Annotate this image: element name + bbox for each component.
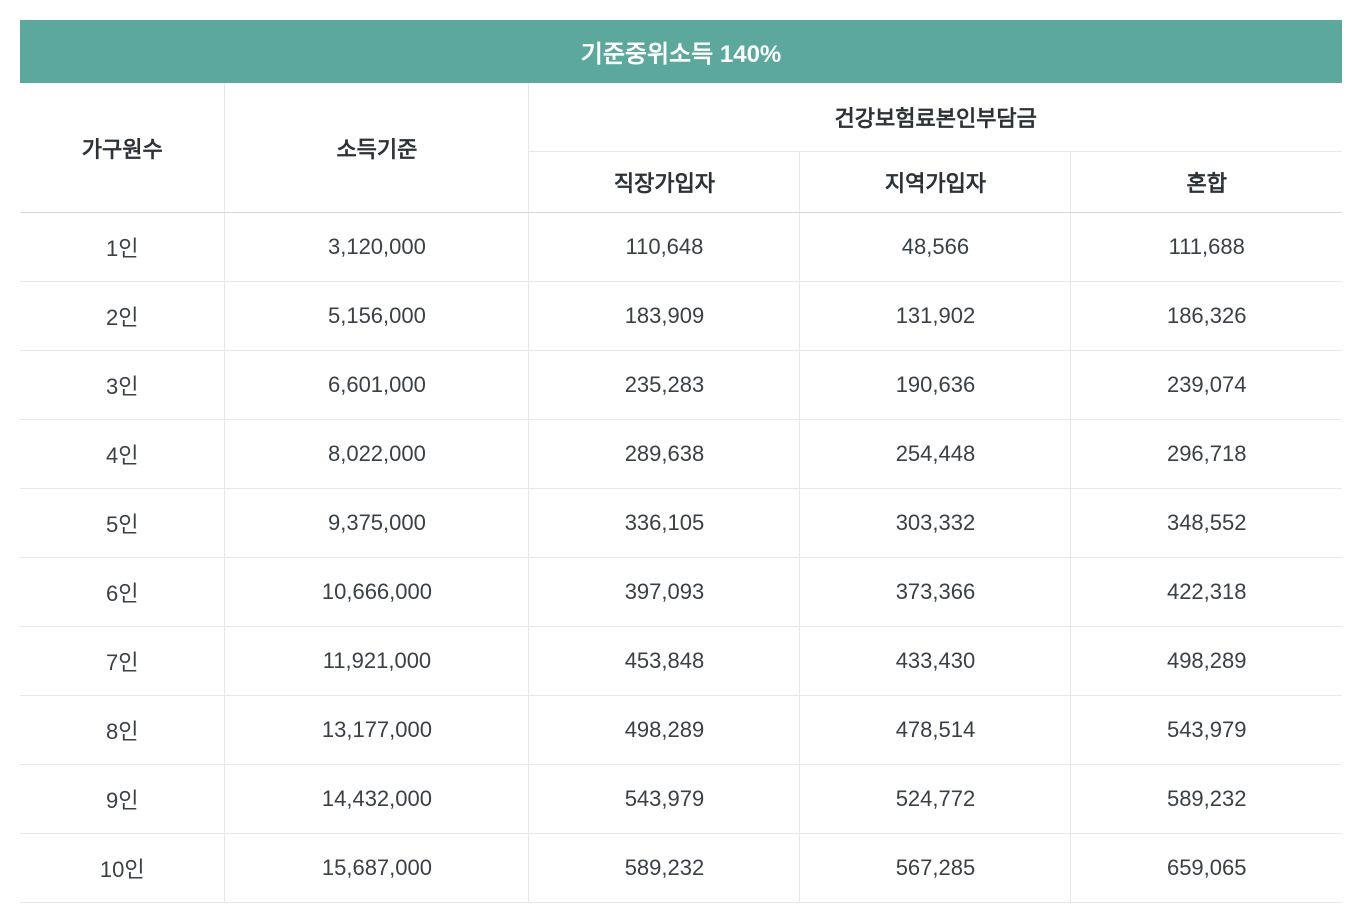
cell-employee: 453,848 (529, 627, 800, 696)
table-title-row: 기준중위소득 140% (20, 20, 1342, 83)
table-row: 6인10,666,000397,093373,366422,318 (20, 558, 1342, 627)
cell-income: 6,601,000 (225, 351, 529, 420)
cell-regional: 48,566 (800, 213, 1071, 282)
col-header-household: 가구원수 (20, 83, 225, 213)
cell-regional: 524,772 (800, 765, 1071, 834)
cell-employee: 183,909 (529, 282, 800, 351)
cell-employee: 235,283 (529, 351, 800, 420)
cell-regional: 131,902 (800, 282, 1071, 351)
cell-income: 14,432,000 (225, 765, 529, 834)
cell-mixed: 498,289 (1071, 627, 1342, 696)
cell-income: 11,921,000 (225, 627, 529, 696)
cell-regional: 433,430 (800, 627, 1071, 696)
cell-household: 2인 (20, 282, 225, 351)
cell-regional: 190,636 (800, 351, 1071, 420)
cell-household: 8인 (20, 696, 225, 765)
cell-income: 5,156,000 (225, 282, 529, 351)
cell-mixed: 543,979 (1071, 696, 1342, 765)
cell-mixed: 348,552 (1071, 489, 1342, 558)
cell-income: 15,687,000 (225, 834, 529, 903)
cell-regional: 567,285 (800, 834, 1071, 903)
cell-household: 1인 (20, 213, 225, 282)
cell-employee: 498,289 (529, 696, 800, 765)
cell-regional: 373,366 (800, 558, 1071, 627)
table-header-row-1: 가구원수 소득기준 건강보험료본인부담금 (20, 83, 1342, 152)
cell-mixed: 186,326 (1071, 282, 1342, 351)
table-row: 1인3,120,000110,64848,566111,688 (20, 213, 1342, 282)
col-header-insurance-group: 건강보험료본인부담금 (529, 83, 1342, 152)
cell-income: 8,022,000 (225, 420, 529, 489)
cell-employee: 397,093 (529, 558, 800, 627)
cell-mixed: 239,074 (1071, 351, 1342, 420)
table-row: 2인5,156,000183,909131,902186,326 (20, 282, 1342, 351)
cell-mixed: 111,688 (1071, 213, 1342, 282)
table-row: 3인6,601,000235,283190,636239,074 (20, 351, 1342, 420)
cell-regional: 303,332 (800, 489, 1071, 558)
table-row: 10인15,687,000589,232567,285659,065 (20, 834, 1342, 903)
table-title: 기준중위소득 140% (20, 20, 1342, 83)
col-header-mixed: 혼합 (1071, 152, 1342, 213)
cell-mixed: 422,318 (1071, 558, 1342, 627)
cell-employee: 336,105 (529, 489, 800, 558)
cell-household: 6인 (20, 558, 225, 627)
cell-mixed: 659,065 (1071, 834, 1342, 903)
cell-household: 7인 (20, 627, 225, 696)
cell-employee: 289,638 (529, 420, 800, 489)
table-body: 1인3,120,000110,64848,566111,6882인5,156,0… (20, 213, 1342, 903)
cell-household: 3인 (20, 351, 225, 420)
cell-income: 13,177,000 (225, 696, 529, 765)
col-header-regional: 지역가입자 (800, 152, 1071, 213)
cell-household: 9인 (20, 765, 225, 834)
cell-household: 4인 (20, 420, 225, 489)
table-row: 7인11,921,000453,848433,430498,289 (20, 627, 1342, 696)
table-row: 5인9,375,000336,105303,332348,552 (20, 489, 1342, 558)
cell-mixed: 589,232 (1071, 765, 1342, 834)
cell-regional: 478,514 (800, 696, 1071, 765)
cell-employee: 589,232 (529, 834, 800, 903)
cell-income: 10,666,000 (225, 558, 529, 627)
col-header-income: 소득기준 (225, 83, 529, 213)
table-row: 4인8,022,000289,638254,448296,718 (20, 420, 1342, 489)
cell-mixed: 296,718 (1071, 420, 1342, 489)
cell-household: 10인 (20, 834, 225, 903)
income-table-container: 기준중위소득 140% 가구원수 소득기준 건강보험료본인부담금 직장가입자 지… (20, 20, 1342, 903)
cell-employee: 110,648 (529, 213, 800, 282)
table-row: 9인14,432,000543,979524,772589,232 (20, 765, 1342, 834)
col-header-employee: 직장가입자 (529, 152, 800, 213)
income-table: 기준중위소득 140% 가구원수 소득기준 건강보험료본인부담금 직장가입자 지… (20, 20, 1342, 903)
cell-income: 9,375,000 (225, 489, 529, 558)
cell-employee: 543,979 (529, 765, 800, 834)
cell-income: 3,120,000 (225, 213, 529, 282)
cell-household: 5인 (20, 489, 225, 558)
table-row: 8인13,177,000498,289478,514543,979 (20, 696, 1342, 765)
cell-regional: 254,448 (800, 420, 1071, 489)
